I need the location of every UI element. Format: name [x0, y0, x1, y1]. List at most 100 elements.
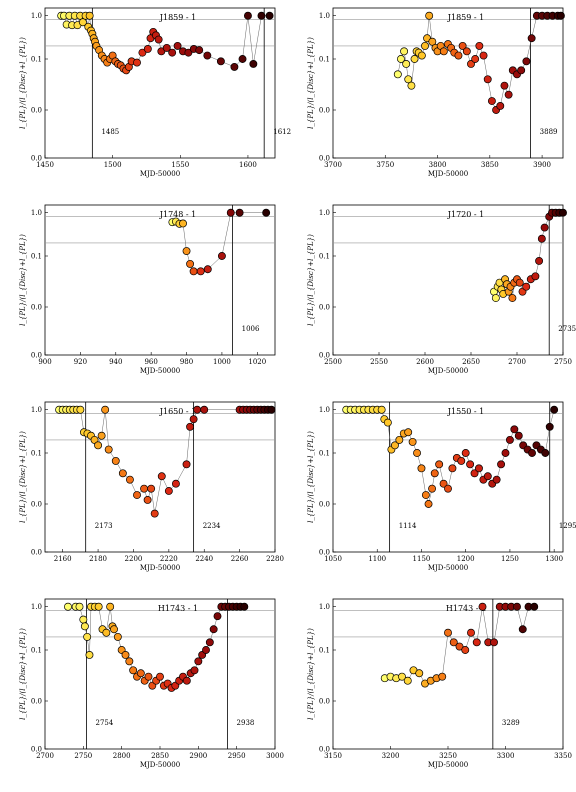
transition-label: 2234 [203, 522, 221, 530]
data-point [513, 602, 521, 611]
data-point [64, 602, 72, 611]
data-point [147, 484, 156, 493]
data-point [118, 469, 127, 478]
data-point [435, 460, 444, 469]
data-point [150, 509, 159, 518]
x-tick-label: 2280 [266, 555, 284, 563]
plot-frame [332, 204, 564, 356]
y-tick-label: 1.0 [319, 12, 330, 20]
data-point [182, 247, 191, 255]
data-point [80, 622, 89, 631]
data-point [461, 449, 470, 457]
data-point [203, 51, 212, 60]
panel-2: 0.0 0.0 0.1 1.0 3700 3750 3800 3850 3900 MJD-5000… [307, 7, 565, 178]
x-tick-label: 1200 [457, 555, 475, 563]
y-axis-label: l_{PL}/(l_{Disc}+l_{PL}) [307, 37, 315, 129]
y-tick-label: 0.0 [31, 501, 42, 509]
data-point [522, 282, 531, 291]
data-point [79, 615, 88, 624]
panel-6: 0.0 0.0 0.1 1.0 1050 1100 1150 1200 1250 1300 MJD-… [307, 401, 576, 572]
data-point [133, 58, 141, 67]
data-point [457, 456, 466, 465]
data-point [182, 676, 191, 685]
data-point [475, 464, 483, 473]
data-point [537, 234, 546, 243]
x-tick-label: 2160 [54, 555, 72, 563]
data-point [179, 219, 187, 228]
data-point [230, 62, 239, 71]
x-tick-label: 3850 [481, 161, 499, 169]
data-point [483, 472, 492, 481]
data-point [454, 51, 463, 60]
data-point [402, 59, 411, 68]
x-tick-label: 1600 [239, 161, 257, 169]
data-point [110, 625, 118, 634]
data-point [200, 405, 209, 414]
data-point [497, 460, 506, 469]
data-point [417, 51, 426, 60]
x-tick-label: 980 [180, 358, 193, 366]
data-point [535, 256, 544, 265]
data-point [487, 97, 496, 105]
plot-frame [332, 7, 564, 159]
y-tick-label: 0.1 [31, 647, 42, 655]
data-point [527, 34, 536, 43]
y-tick-label: 0.1 [319, 647, 330, 655]
data-point [444, 628, 452, 637]
x-tick-label: 1300 [545, 555, 563, 563]
y-tick-label: 0.0 [31, 107, 42, 115]
data-point [471, 55, 480, 63]
data-point [249, 59, 258, 68]
y-tick-label: 0.0 [31, 549, 42, 557]
x-tick-label: 3150 [324, 752, 342, 760]
x-tick-label: 2500 [324, 358, 342, 366]
data-point [501, 449, 510, 457]
x-tick-label: 2900 [189, 752, 207, 760]
data-point [194, 657, 203, 666]
x-tick-label: 2200 [125, 555, 143, 563]
y-tick-label: 0.1 [31, 450, 42, 458]
x-tick-label: 960 [144, 358, 157, 366]
data-point [407, 81, 416, 90]
x-tick-label: 2700 [36, 752, 54, 760]
y-axis-label: l_{PL}/(l_{Disc}+l_{PL}) [19, 628, 27, 720]
x-tick-label: 3300 [497, 752, 515, 760]
x-tick-label: 1550 [171, 161, 189, 169]
data-point [143, 45, 152, 53]
y-tick-label: 1.0 [31, 209, 42, 217]
data-point [398, 672, 406, 681]
data-point [257, 11, 266, 20]
data-point [235, 208, 244, 217]
transition-label: 2735 [558, 325, 576, 333]
transition-label: 3289 [502, 719, 520, 727]
data-point [164, 487, 173, 495]
data-point [467, 628, 475, 637]
x-tick-label: 2950 [228, 752, 246, 760]
data-point [76, 405, 85, 414]
x-tick-label: 1250 [501, 555, 519, 563]
data-point [213, 612, 222, 621]
data-point [265, 11, 274, 20]
x-tick-label: 2750 [74, 752, 92, 760]
data-point [428, 37, 437, 46]
data-point [556, 11, 565, 20]
data-point [157, 472, 166, 481]
data-point [101, 405, 110, 414]
panel-title: J1720 - 1 [447, 210, 484, 219]
transition-label: 2173 [95, 522, 113, 530]
data-point [226, 208, 235, 217]
data-point [190, 666, 199, 675]
data-point [496, 102, 505, 110]
data-point [478, 602, 487, 611]
data-point [121, 650, 130, 659]
data-point [217, 252, 226, 260]
panel-3: 0.0 0.0 0.1 1.0 900 920 940 960 980 1000 1020 MJD-5… [19, 204, 276, 375]
x-tick-label: 2220 [160, 555, 178, 563]
data-point [154, 35, 163, 44]
x-tick-label: 1020 [248, 358, 266, 366]
data-point [510, 425, 519, 434]
panel-title: H1743 - 1 [158, 604, 198, 613]
data-point [75, 602, 84, 611]
x-tick-label: 3800 [429, 161, 447, 169]
data-point [475, 41, 484, 50]
